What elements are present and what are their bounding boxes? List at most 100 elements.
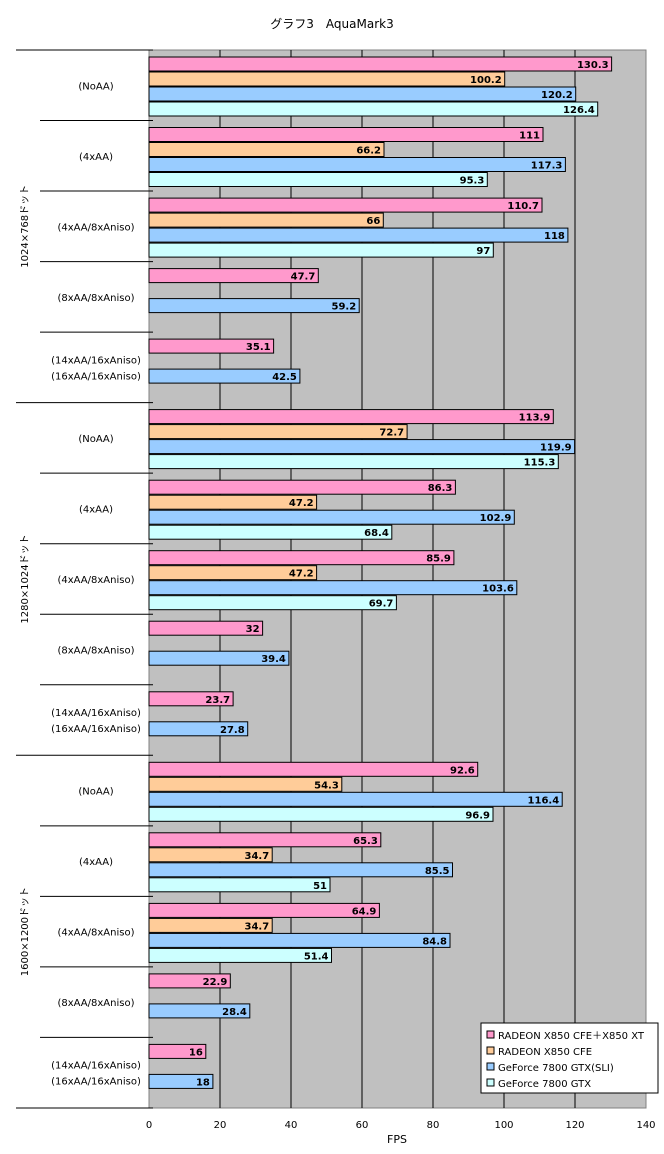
bar [148,691,234,707]
category-label: (4xAA) [79,857,113,868]
category-labels: 1024×768ドット (NoAA) (4xAA) (4xAA/8xAniso) (8x… [16,49,153,1109]
category-label: (8xAA/8xAniso) [58,646,135,657]
data-label: 84.8 [422,936,447,947]
bar [148,157,566,172]
legend-entry: RADEON X850 CFE＋X850 XT [498,1031,645,1042]
group-label: 1280×1024ドット [20,534,31,623]
data-label: 32 [246,624,260,635]
bar [148,791,563,807]
data-label: 85.9 [426,554,451,565]
bar [148,1073,214,1089]
data-label: 64.9 [352,906,377,917]
data-label: 130.3 [577,60,609,71]
data-label: 28.4 [222,1007,247,1018]
category-label: (NoAA) [78,81,113,92]
bar [148,212,384,228]
chart-title: グラフ3 AquaMark3 [270,17,393,31]
legend: RADEON X850 CFE＋X850 XT RADEON X850 CFE Ge… [480,1022,659,1094]
bar [148,172,488,187]
x-tick-label: 100 [494,1120,513,1131]
category-label: (4xAA) [79,152,113,163]
data-label: 27.8 [220,725,245,736]
legend-swatch [486,1030,495,1039]
data-label: 47.7 [291,272,316,283]
data-label: 126.4 [563,105,595,116]
bar [148,424,408,440]
bar [148,1003,251,1019]
legend-entry: GeForce 7800 GTX(SLI) [498,1063,614,1074]
data-label: 47.2 [289,498,314,509]
bar [148,1043,207,1059]
bar [148,242,494,258]
data-label: 120.2 [541,90,573,101]
bar [148,142,385,157]
bar [148,368,301,384]
category-label: (16xAA/16xAniso) [51,371,141,382]
data-label: 18 [196,1077,210,1088]
bar [148,494,318,510]
bar [148,197,543,213]
legend-entry: GeForce 7800 GTX [498,1079,591,1090]
group-label: 1024×768ドット [20,185,31,268]
data-label: 115.3 [524,458,556,469]
category-label: (NoAA) [78,787,113,798]
data-label: 59.2 [332,302,357,313]
data-label: 54.3 [314,780,339,791]
data-label: 86.3 [428,483,453,494]
category-label: (8xAA/8xAniso) [58,998,135,1009]
data-label: 118 [544,231,565,242]
bar [148,832,382,848]
data-label: 69.7 [369,599,394,610]
legend-swatch [486,1078,495,1087]
data-label: 34.7 [245,851,270,862]
legend-box [480,1022,659,1094]
data-label: 85.5 [425,866,450,877]
bar [148,973,231,989]
category-label: (4xAA/8xAniso) [58,928,135,939]
bar [148,71,506,87]
x-tick-label: 60 [356,1120,369,1131]
data-label: 116.4 [528,795,560,806]
category-label: (14xAA/16xAniso) [51,708,141,719]
bar [148,580,518,596]
bar [148,776,343,792]
bar [148,479,456,495]
data-label: 35.1 [246,342,271,353]
bar [148,86,577,102]
bar [148,127,544,142]
bar [148,932,451,948]
x-tick-labels: 0 20 40 60 80 100 120 140 [146,1120,656,1131]
bar [148,806,494,822]
category-label: (14xAA/16xAniso) [51,1061,141,1072]
data-label: 103.6 [482,584,514,595]
bar [148,454,559,470]
data-label: 66.2 [356,146,381,157]
bar [148,877,331,893]
category-label: (NoAA) [78,434,113,445]
bar [148,56,613,72]
bar [148,620,264,636]
data-label: 72.7 [379,428,404,439]
group-label: 1600×1200ドット [20,887,31,976]
category-label: (4xAA/8xAniso) [58,575,135,586]
data-label: 34.7 [245,921,270,932]
bar [148,595,397,611]
bar [148,268,319,284]
data-label: 113.9 [519,413,551,424]
data-label: 51 [313,881,327,892]
bar [148,101,599,117]
bar [148,509,515,525]
data-label: 96.9 [465,810,490,821]
category-label: (4xAA/8xAniso) [58,222,135,233]
bar [148,947,332,963]
data-label: 68.4 [364,528,389,539]
category-label: (16xAA/16xAniso) [51,724,141,735]
data-label: 23.7 [205,695,230,706]
data-label: 95.3 [460,176,485,187]
bar [148,917,273,933]
legend-swatch [486,1046,495,1055]
bar [148,298,360,314]
x-tick-label: 40 [285,1120,298,1131]
bars: 130.3 100.2 120.2 126.4 111 66.2 117.3 95.3 110.… [148,56,613,1089]
bar [148,721,249,737]
